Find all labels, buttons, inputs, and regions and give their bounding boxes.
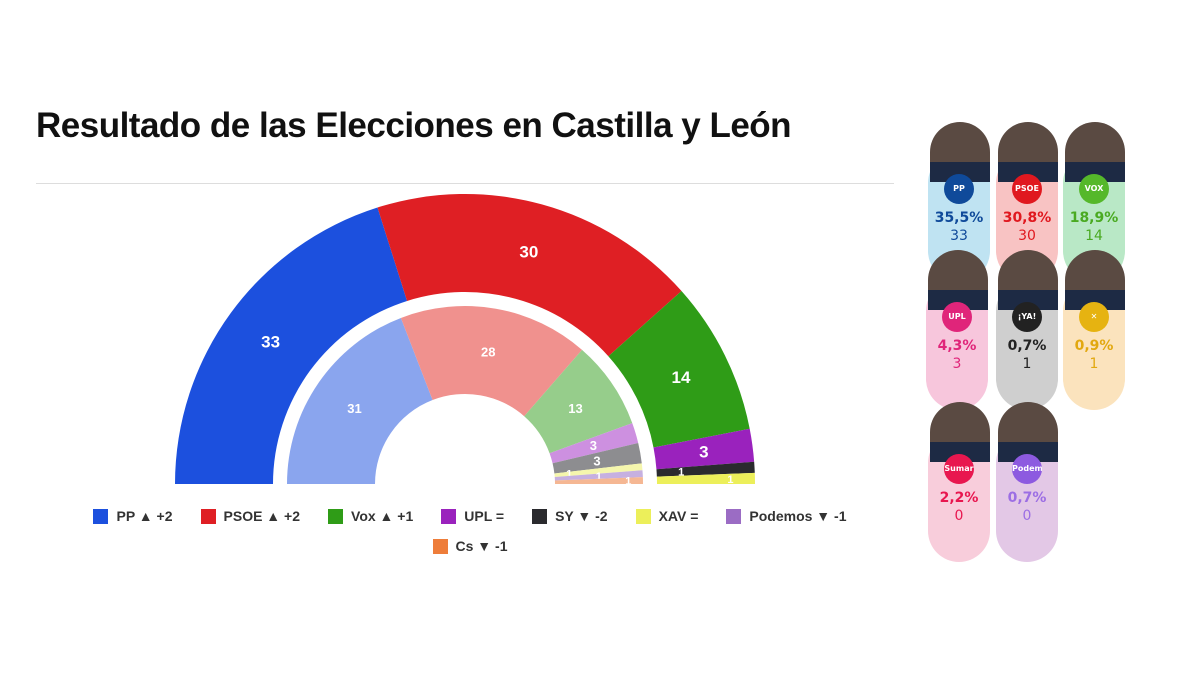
candidate-photo [928, 250, 988, 310]
legend-swatch [726, 508, 742, 524]
legend-item: PSOE ▲ +2 [200, 508, 301, 524]
divider [36, 183, 894, 184]
seat-label: 28 [481, 345, 495, 360]
legend-swatch [328, 508, 344, 524]
vote-percentage: 35,5% [934, 210, 984, 226]
seat-count: 1 [1089, 356, 1099, 372]
legend-item: Podemos ▼ -1 [726, 508, 847, 524]
legend-label: SY ▼ -2 [555, 508, 608, 524]
seat-count: 0 [1022, 508, 1032, 524]
seat-segment-previous-upl [549, 423, 639, 464]
seat-segment-current-pp [175, 207, 408, 484]
candidate-photo [998, 122, 1058, 182]
candidate-card: Sumar 2,2% 0 [928, 402, 990, 562]
seat-segment-current-upl [653, 428, 755, 470]
candidate-photo [930, 402, 990, 462]
seat-segment-current-vox [608, 291, 750, 448]
party-logo-icon: PP [944, 174, 974, 204]
candidate-card: ✕ 0,9% 1 [1063, 250, 1125, 410]
legend-swatch [432, 538, 448, 554]
party-logo-icon: Sumar [944, 454, 974, 484]
legend-item: Vox ▲ +1 [328, 508, 413, 524]
legend-swatch [532, 508, 548, 524]
candidate-photo [1065, 122, 1125, 182]
vote-percentage: 18,9% [1069, 210, 1119, 226]
seat-segment-previous-xav [554, 463, 643, 478]
seat-count: 14 [1085, 228, 1103, 244]
seat-label: 1 [625, 476, 631, 488]
candidate-card: Podemos 0,7% 0 [996, 402, 1058, 562]
seat-count: 33 [950, 228, 968, 244]
vote-percentage: 0,7% [1007, 490, 1047, 506]
seat-label: 1 [566, 469, 572, 481]
legend-label: Podemos ▼ -1 [749, 508, 847, 524]
seat-segment-current-sy [656, 461, 755, 477]
seat-label: 1 [678, 466, 684, 478]
legend-label: UPL = [464, 508, 505, 524]
legend-item: UPL = [441, 508, 504, 524]
party-logo-icon: ¡YA! [1012, 302, 1042, 332]
seat-label: 3 [699, 443, 708, 462]
party-logo-icon: UPL [942, 302, 972, 332]
seat-label: 31 [347, 401, 361, 416]
page-title: Resultado de las Elecciones en Castilla … [36, 106, 792, 145]
candidate-card: UPL 4,3% 3 [926, 250, 988, 410]
seat-segment-previous-vox [524, 349, 633, 454]
legend-swatch [441, 508, 457, 524]
legend-swatch [635, 508, 651, 524]
seat-segment-current-xav [656, 472, 755, 484]
seat-count: 1 [1022, 356, 1032, 372]
seat-segment-previous-cs [554, 477, 643, 484]
legend-label: Vox ▲ +1 [351, 508, 414, 524]
vote-percentage: 0,7% [1007, 338, 1047, 354]
party-logo-icon: Podemos [1012, 454, 1042, 484]
seat-label: 33 [261, 333, 280, 352]
seat-segment-previous-podemos [554, 470, 643, 481]
legend-label: Cs ▼ -1 [455, 538, 508, 554]
seat-count: 0 [954, 508, 964, 524]
seat-count: 30 [1018, 228, 1036, 244]
candidate-photo [998, 250, 1058, 310]
legend-item: XAV = [635, 508, 699, 524]
seat-segment-previous-sy [552, 442, 642, 474]
seat-count: 3 [952, 356, 962, 372]
candidate-photo [930, 122, 990, 182]
candidate-card: ¡YA! 0,7% 1 [996, 250, 1058, 410]
seat-segment-previous-psoe [400, 305, 583, 417]
seat-label: 3 [593, 453, 600, 468]
legend-item: PP ▲ +2 [93, 508, 173, 524]
legend-item: SY ▼ -2 [532, 508, 608, 524]
candidate-photo [998, 402, 1058, 462]
vote-percentage: 30,8% [1002, 210, 1052, 226]
seat-segment-previous-pp [287, 317, 433, 484]
legend-label: XAV = [658, 508, 699, 524]
candidate-photo [1065, 250, 1125, 310]
vote-percentage: 0,9% [1074, 338, 1114, 354]
vote-percentage: 2,2% [939, 490, 979, 506]
vote-percentage: 4,3% [937, 338, 977, 354]
legend-swatch [200, 508, 216, 524]
seat-label: 1 [596, 471, 602, 483]
seat-label: 1 [727, 474, 733, 486]
legend-item: Cs ▼ -1 [432, 538, 508, 554]
seat-label: 14 [672, 368, 691, 387]
legend-label: PP ▲ +2 [116, 508, 173, 524]
party-logo-icon: VOX [1079, 174, 1109, 204]
seat-label: 13 [568, 401, 582, 416]
seat-label: 3 [590, 438, 597, 453]
legend-label: PSOE ▲ +2 [223, 508, 301, 524]
legend: PP ▲ +2 PSOE ▲ +2 Vox ▲ +1 UPL = SY ▼ -2 XAV … [60, 508, 880, 554]
party-logo-icon: ✕ [1079, 302, 1109, 332]
legend-swatch [93, 508, 109, 524]
seat-label: 30 [519, 243, 538, 262]
seat-segment-current-psoe [377, 194, 682, 357]
party-logo-icon: PSOE [1012, 174, 1042, 204]
